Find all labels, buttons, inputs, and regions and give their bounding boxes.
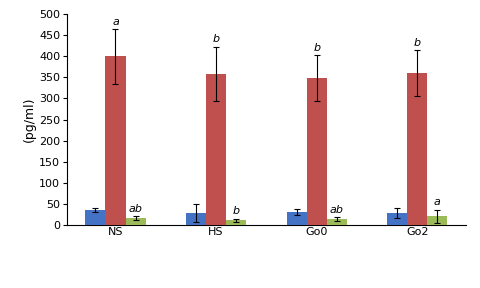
Bar [387,213,407,225]
Bar [186,213,206,225]
Bar [85,210,106,225]
Bar [287,212,307,225]
Text: b: b [213,34,220,44]
Bar [427,216,447,225]
Text: b: b [313,43,320,53]
Bar [106,56,126,225]
Bar [307,78,327,225]
Text: b: b [233,206,240,216]
Bar [126,218,145,225]
Text: b: b [414,38,421,48]
Y-axis label: (pg/ml): (pg/ml) [24,97,36,142]
Text: a: a [434,197,441,207]
Bar [407,73,427,225]
Bar [206,74,226,225]
Text: a: a [112,17,119,26]
Bar [327,219,347,225]
Text: ab: ab [129,204,143,214]
Bar [226,220,246,225]
Text: ab: ab [330,205,344,215]
